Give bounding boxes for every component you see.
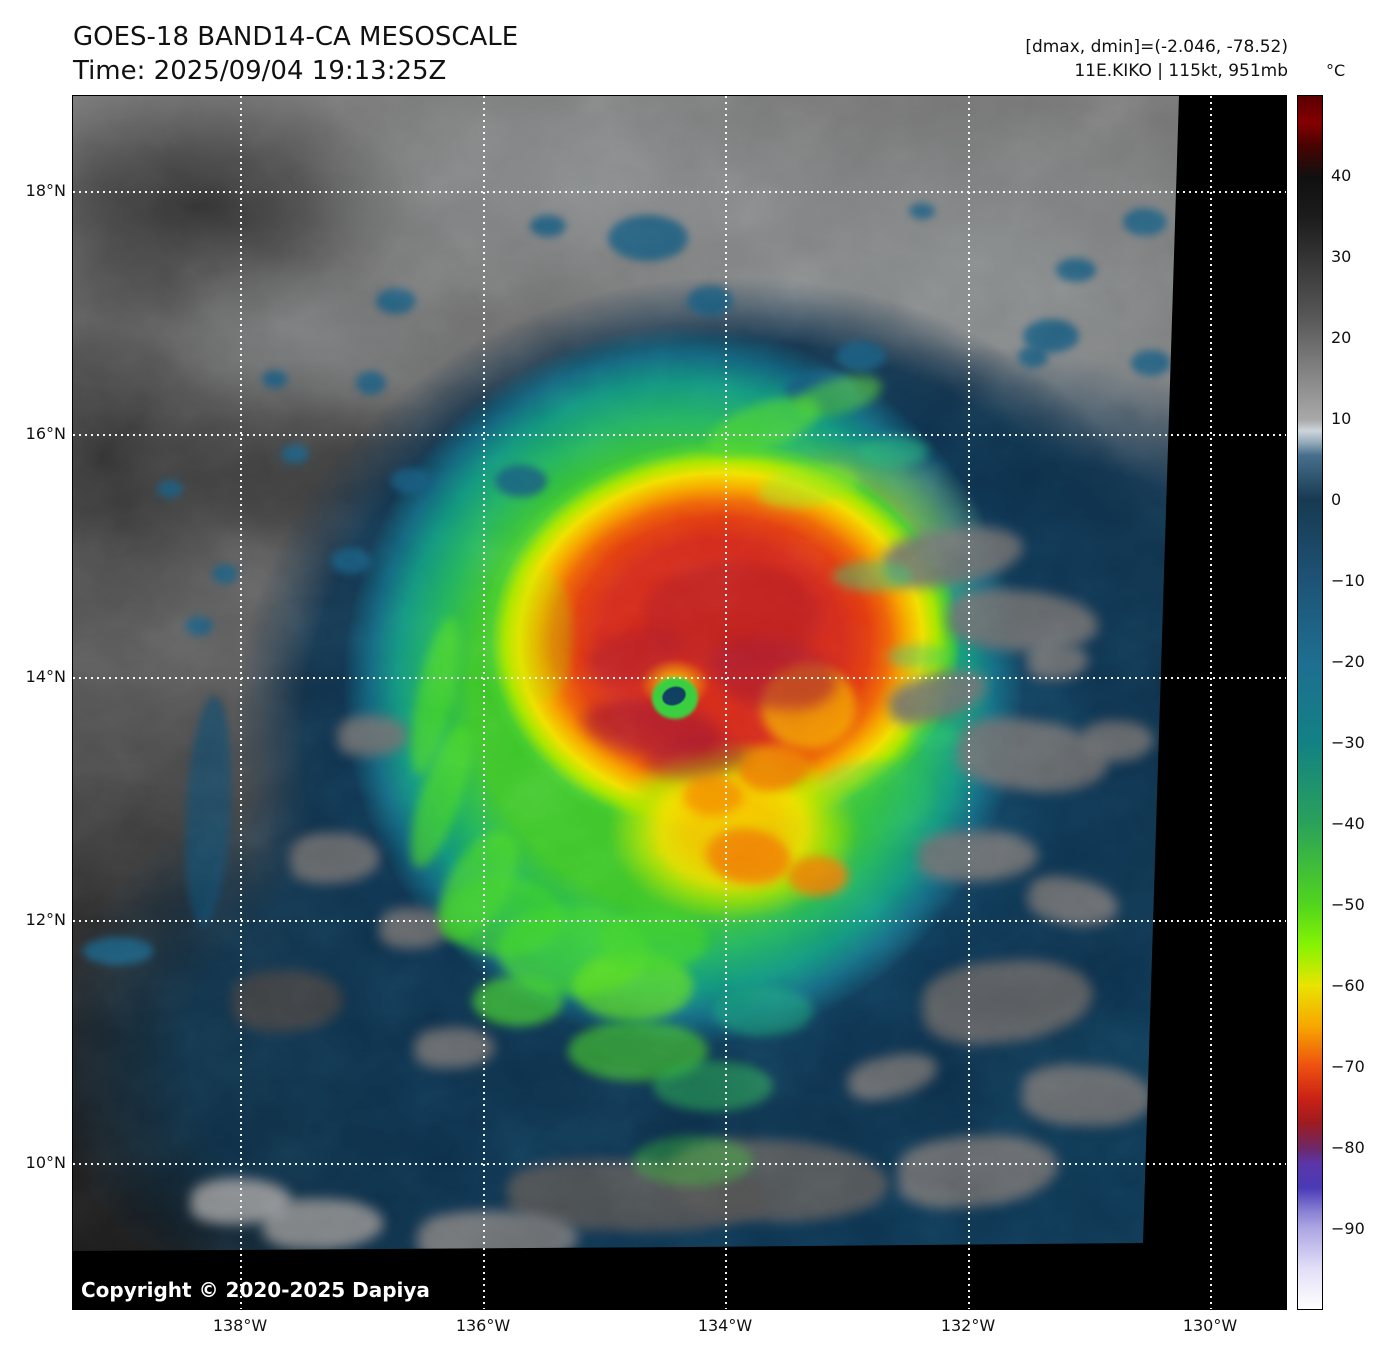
latitude-gridline	[73, 920, 1286, 922]
colorbar-tick-label: −30	[1331, 733, 1365, 752]
longitude-tick-label: 134°W	[697, 1316, 753, 1335]
latitude-tick-label: 16°N	[25, 424, 66, 443]
latitude-tick-label: 18°N	[25, 181, 66, 200]
colorbar-tick-label: 20	[1331, 328, 1352, 347]
latitude-gridline	[73, 677, 1286, 679]
colorbar-unit-label: °C	[1326, 61, 1346, 80]
colorbar-tick-label: −10	[1331, 571, 1365, 590]
latitude-gridline	[73, 191, 1286, 193]
longitude-gridline	[1210, 96, 1212, 1309]
latitude-tick-label: 10°N	[25, 1153, 66, 1172]
longitude-gridline	[725, 96, 727, 1309]
colorbar-tick-label: −20	[1331, 652, 1365, 671]
colorbar-tick-label: 0	[1331, 490, 1342, 509]
latitude-gridline	[73, 434, 1286, 436]
timestamp: Time: 2025/09/04 19:13:25Z	[73, 56, 447, 86]
latitude-tick-label: 14°N	[25, 667, 66, 686]
colorbar-tick-label: −70	[1331, 1057, 1365, 1076]
longitude-gridline	[240, 96, 242, 1309]
colorbar-tick-label: −50	[1331, 895, 1365, 914]
copyright-text: Copyright © 2020-2025 Dapiya	[81, 1278, 430, 1302]
dmax-dmin-readout: [dmax, dmin]=(-2.046, -78.52)	[1025, 37, 1288, 57]
colorbar-tick-label: 30	[1331, 247, 1352, 266]
colorbar-tick-label: −90	[1331, 1219, 1365, 1238]
longitude-gridline	[968, 96, 970, 1309]
storm-intensity-readout: 11E.KIKO | 115kt, 951mb	[1074, 61, 1288, 81]
colorbar-tick-label: −40	[1331, 814, 1365, 833]
satellite-map: Copyright © 2020-2025 Dapiya	[72, 95, 1287, 1310]
colorbar-tick-label: 40	[1331, 166, 1352, 185]
latitude-gridline	[73, 1163, 1286, 1165]
longitude-tick-label: 130°W	[1182, 1316, 1238, 1335]
longitude-gridline	[483, 96, 485, 1309]
longitude-tick-label: 132°W	[940, 1316, 996, 1335]
longitude-tick-label: 136°W	[455, 1316, 511, 1335]
colorbar-tick-label: −60	[1331, 976, 1365, 995]
gridline-layer	[73, 96, 1286, 1309]
longitude-tick-label: 138°W	[212, 1316, 268, 1335]
page-title: GOES-18 BAND14-CA MESOSCALE	[73, 22, 519, 52]
latitude-tick-label: 12°N	[25, 910, 66, 929]
colorbar-tick-label: −80	[1331, 1138, 1365, 1157]
colorbar	[1297, 95, 1323, 1310]
colorbar-tick-label: 10	[1331, 409, 1352, 428]
